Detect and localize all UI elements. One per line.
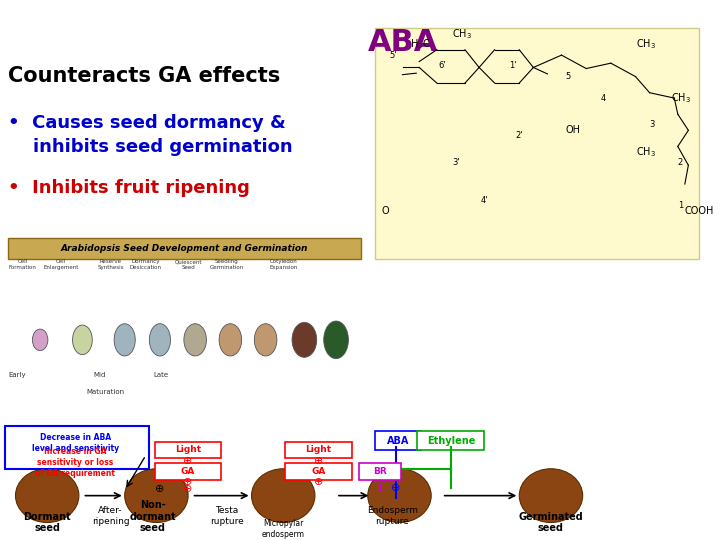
Text: GA: GA [311, 467, 325, 476]
Ellipse shape [324, 321, 348, 359]
Ellipse shape [292, 322, 317, 357]
Text: Testa
rupture: Testa rupture [210, 507, 244, 526]
Text: Non-
dormant
seed: Non- dormant seed [130, 500, 176, 533]
Text: Reserve
Synthesis: Reserve Synthesis [97, 259, 124, 270]
Text: 2: 2 [678, 158, 683, 167]
Text: CH$_3$: CH$_3$ [636, 145, 655, 159]
Ellipse shape [184, 323, 207, 356]
Ellipse shape [16, 469, 79, 523]
FancyBboxPatch shape [375, 431, 420, 450]
Text: 5: 5 [565, 72, 570, 81]
Text: Dormancy
Desiccation: Dormancy Desiccation [130, 259, 162, 270]
Text: After-
ripening: After- ripening [91, 507, 130, 526]
Text: ⊕: ⊕ [184, 484, 193, 494]
Text: ABA: ABA [368, 28, 438, 57]
Text: Cell
Formation: Cell Formation [9, 259, 37, 270]
Text: CH$_3$: CH$_3$ [671, 91, 690, 105]
Ellipse shape [32, 329, 48, 350]
Text: •  Causes seed dormancy &
    inhibits seed germination: • Causes seed dormancy & inhibits seed g… [9, 114, 293, 156]
Ellipse shape [251, 469, 315, 523]
FancyBboxPatch shape [285, 463, 351, 480]
Text: 2': 2' [516, 131, 523, 140]
Text: COOH: COOH [685, 206, 714, 216]
Text: •  Inhibits fruit ripening: • Inhibits fruit ripening [9, 179, 251, 197]
Ellipse shape [368, 469, 431, 523]
Text: 5': 5' [389, 51, 397, 59]
FancyBboxPatch shape [285, 442, 351, 458]
Text: ⊕: ⊕ [184, 456, 193, 465]
Text: CH$_3$: CH$_3$ [452, 26, 472, 40]
Text: Decrease in ABA
level and sensitivity: Decrease in ABA level and sensitivity [32, 433, 119, 453]
Text: Germinated
seed: Germinated seed [518, 511, 583, 533]
Text: Quiescent
Seed: Quiescent Seed [174, 259, 202, 270]
Ellipse shape [519, 469, 582, 523]
Text: ⊕: ⊕ [314, 456, 323, 465]
Text: Increase in GA
sensitivity or loss
of GA requirement: Increase in GA sensitivity or loss of GA… [35, 447, 115, 478]
Text: Maturation: Maturation [86, 389, 124, 395]
FancyBboxPatch shape [375, 28, 699, 259]
Text: Dormant
seed: Dormant seed [23, 511, 71, 533]
Ellipse shape [219, 323, 242, 356]
Text: ⊕: ⊕ [314, 477, 323, 487]
Text: Early: Early [9, 373, 26, 379]
Text: 4: 4 [600, 93, 606, 103]
Text: 4': 4' [480, 195, 488, 205]
Ellipse shape [114, 323, 135, 356]
Text: Light: Light [175, 446, 201, 455]
Text: ABA: ABA [387, 436, 409, 446]
Text: Late: Late [153, 373, 168, 379]
Text: Endosperm
rupture: Endosperm rupture [367, 507, 418, 526]
Text: Mid: Mid [93, 373, 105, 379]
Text: 6': 6' [438, 62, 446, 70]
Ellipse shape [73, 325, 92, 355]
FancyBboxPatch shape [5, 426, 149, 469]
FancyBboxPatch shape [359, 463, 401, 480]
Text: O: O [382, 206, 390, 216]
FancyBboxPatch shape [155, 442, 221, 458]
Text: BR: BR [374, 467, 387, 476]
Text: ⊖: ⊖ [391, 483, 400, 492]
Text: Cotyledon
Expansion: Cotyledon Expansion [269, 259, 297, 270]
Text: Ethylene: Ethylene [427, 436, 475, 446]
Text: Seedling
Germination: Seedling Germination [210, 259, 244, 270]
Text: Cell
Enlargement: Cell Enlargement [44, 259, 79, 270]
Text: 1': 1' [509, 62, 516, 70]
Text: ⊕: ⊕ [184, 477, 193, 487]
FancyBboxPatch shape [155, 463, 221, 480]
Text: Counteracts GA effects: Counteracts GA effects [9, 66, 281, 86]
FancyBboxPatch shape [417, 431, 484, 450]
Text: GA: GA [181, 467, 195, 476]
Text: CH$_3$: CH$_3$ [636, 37, 655, 51]
Ellipse shape [254, 323, 277, 356]
FancyBboxPatch shape [9, 238, 361, 259]
Text: Micropylar
endosperm: Micropylar endosperm [262, 519, 305, 538]
Text: H$_3$C: H$_3$C [410, 37, 431, 51]
Ellipse shape [149, 323, 171, 356]
Text: 1: 1 [678, 201, 683, 210]
Ellipse shape [125, 469, 188, 523]
Text: Arabidopsis Seed Development and Germination: Arabidopsis Seed Development and Germina… [61, 244, 308, 253]
Text: ⊕: ⊕ [376, 483, 385, 492]
Text: 3': 3' [452, 158, 460, 167]
Text: ⊕: ⊕ [156, 484, 165, 494]
Text: 3: 3 [649, 120, 655, 130]
Text: OH: OH [565, 125, 580, 136]
Text: Light: Light [305, 446, 331, 455]
